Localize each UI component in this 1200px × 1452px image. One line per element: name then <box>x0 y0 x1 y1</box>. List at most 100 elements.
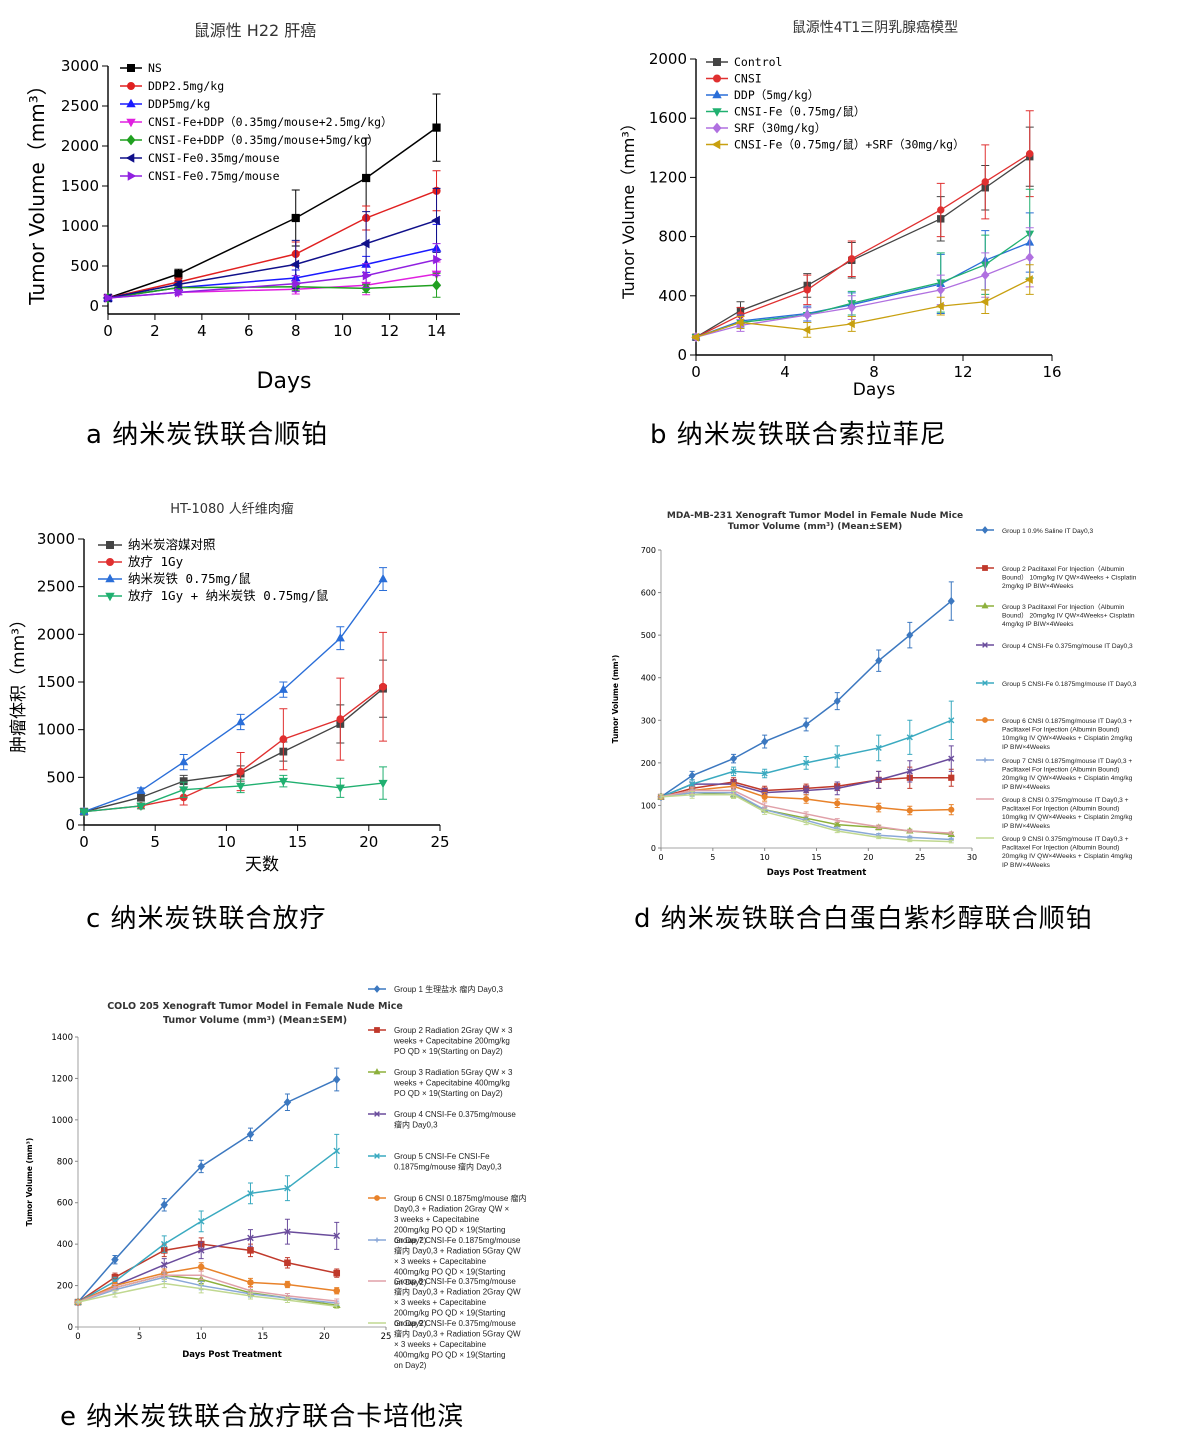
legend-entry: Group 4 CNSI-Fe 0.375mg/mouse 瘤内 Day0,3 <box>368 1110 516 1130</box>
x-tick-label: 0 <box>103 322 113 340</box>
data-point <box>761 770 768 777</box>
legend-marker <box>982 642 988 648</box>
y-tick-label: 1500 <box>61 177 99 195</box>
legend-marker <box>713 74 721 83</box>
data-point <box>247 1247 254 1254</box>
data-point <box>335 633 345 642</box>
legend-label: Group 9 CNSI 0.375mg/mouse IT Day0,3 + Pa… <box>1002 836 1133 869</box>
data-point <box>335 784 345 793</box>
data-point <box>431 215 440 226</box>
series-line <box>695 256 1030 338</box>
legend-marker <box>125 153 135 163</box>
legend-label: 放疗 1Gy + 纳米炭铁 0.75mg/鼠 <box>128 588 329 603</box>
legend-label: CNSI-Fe+DDP（0.35mg/mouse+2.5mg/kg） <box>148 115 393 129</box>
chart-title: 鼠源性4T1三阴乳腺癌模型 <box>792 20 958 36</box>
legend-marker <box>126 134 136 146</box>
data-point <box>283 1097 292 1107</box>
data-point <box>906 734 913 741</box>
data-point <box>197 1263 205 1271</box>
data-point <box>875 744 882 752</box>
series-7 <box>104 243 442 303</box>
data-point <box>802 325 811 335</box>
data-point <box>803 286 811 294</box>
data-point <box>1024 275 1033 284</box>
series-line <box>77 1274 337 1303</box>
data-point <box>432 123 441 132</box>
x-tick-label: 10 <box>217 833 236 851</box>
data-point <box>284 1228 291 1236</box>
legend-label: Group 2 Paclitaxel For Injection（Albumin… <box>1002 565 1137 590</box>
series-1 <box>74 1067 341 1307</box>
legend-marker <box>712 108 722 117</box>
legend-marker <box>374 1153 380 1159</box>
series-line <box>83 686 384 813</box>
error-bar <box>334 1298 340 1304</box>
legend-label: 放疗 1Gy <box>128 554 184 569</box>
data-point <box>378 573 388 583</box>
data-point <box>803 787 810 794</box>
y-tick-label: 300 <box>641 716 656 725</box>
x-tick-label: 20 <box>359 833 378 851</box>
y-tick-label: 3000 <box>37 530 75 548</box>
legend-marker <box>127 171 137 181</box>
legend-label: Group 3 Paclitaxel For Injection（Albumin… <box>1002 603 1135 628</box>
y-tick-label: 3000 <box>61 57 99 75</box>
data-point <box>936 284 945 295</box>
series-line <box>695 156 1031 338</box>
y-tick-label: 2000 <box>61 137 99 155</box>
y-tick-label: 500 <box>70 257 99 275</box>
legend-marker <box>127 82 135 90</box>
chart-title: 鼠源性 H22 肝癌 <box>194 21 317 40</box>
y-tick-label: 0 <box>68 1323 73 1333</box>
data-point <box>361 282 371 294</box>
series-line <box>77 1230 337 1303</box>
x-tick-label: 12 <box>380 322 399 340</box>
legend-label: DDP5mg/kg <box>148 97 210 111</box>
y-tick-label: 800 <box>57 1157 73 1167</box>
data-point <box>278 777 288 787</box>
x-tick-label: 20 <box>319 1332 330 1342</box>
data-point <box>278 684 288 693</box>
legend-entry: Group 7 CNSI-Fe 0.1875mg/mouse 瘤内 Day0,3 … <box>368 1236 521 1287</box>
y-tick-label: 0 <box>677 346 687 364</box>
data-point <box>906 768 913 775</box>
legend-entry: CNSI-Fe（0.75mg/鼠） <box>706 105 865 119</box>
legend-marker <box>712 122 722 134</box>
data-point <box>179 756 189 766</box>
legend-label: Group 5 CNSI-Fe 0.1875mg/mouse IT Day0,3 <box>1002 681 1137 688</box>
legend-marker <box>373 985 381 993</box>
legend-marker <box>126 118 136 128</box>
data-point <box>948 774 955 781</box>
legend-label: CNSI-Fe0.35mg/mouse <box>148 151 280 165</box>
legend-entry: 纳米炭溶媒对照 <box>98 537 216 552</box>
series-line <box>660 794 952 843</box>
series-6 <box>691 264 1034 342</box>
x-tick-label: 0 <box>658 853 663 862</box>
legend-marker <box>105 573 115 583</box>
legend-marker <box>713 58 721 66</box>
data-point <box>197 1218 205 1225</box>
data-point <box>981 270 990 281</box>
data-point <box>379 682 387 691</box>
legend-label: Group 2 Radiation 2Gray QW × 3 weeks + Ca… <box>393 1026 513 1056</box>
series-line <box>660 789 952 834</box>
data-point <box>833 696 841 706</box>
y-tick-label: 1200 <box>51 1074 73 1084</box>
chart-a-h22: 鼠源性 H22 肝癌 0 2 4 6 8 10 12 14 0 500 1000 1500 2000 250… <box>25 21 460 394</box>
caption-e: e 纳米炭铁联合放疗联合卡培他滨 <box>60 1402 465 1432</box>
data-point <box>875 776 882 783</box>
y-axis-label: Tumor Volume（mm³） <box>619 115 638 300</box>
data-point <box>279 735 288 744</box>
legend-marker <box>981 526 989 534</box>
x-axis-label: Days <box>257 369 312 394</box>
y-tick-label: 1500 <box>37 673 75 691</box>
x-tick-label: 25 <box>915 853 925 862</box>
error-bar <box>948 839 954 844</box>
x-tick-label: 4 <box>197 322 207 340</box>
data-point <box>179 786 189 795</box>
x-tick-label: 8 <box>869 363 879 381</box>
x-tick-label: 8 <box>291 322 301 340</box>
x-tick-label: 10 <box>196 1332 207 1342</box>
data-point <box>848 255 856 263</box>
legend-entry: 放疗 1Gy + 纳米炭铁 0.75mg/鼠 <box>98 588 329 603</box>
